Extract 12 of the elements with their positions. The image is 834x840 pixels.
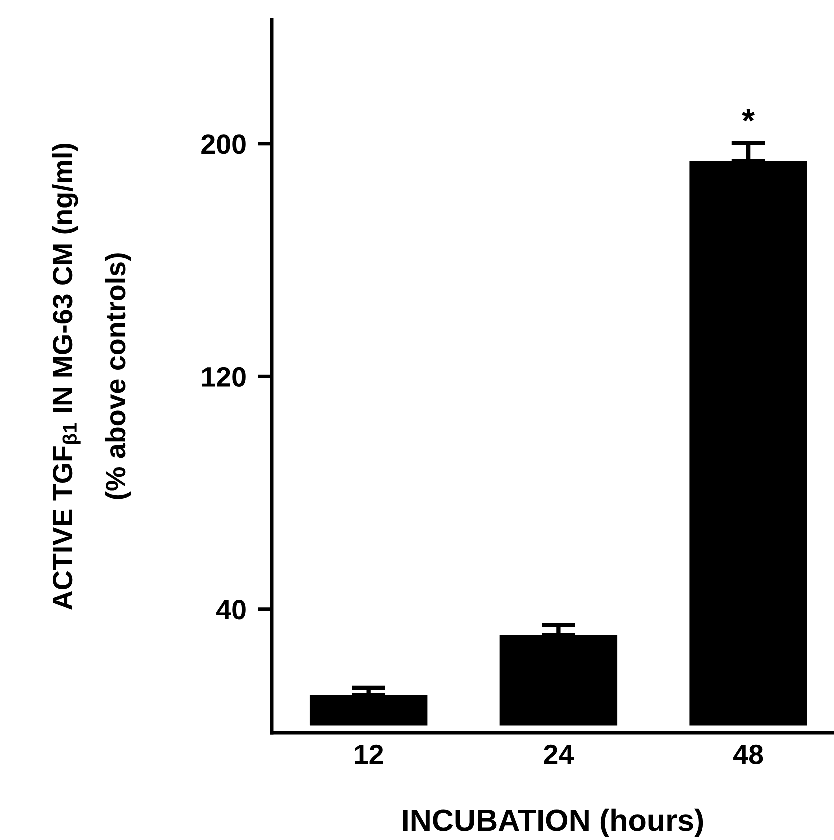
x-tick-label: 12: [355, 744, 384, 764]
bar: [310, 695, 428, 726]
y-tick-label: 40: [216, 600, 246, 620]
y-axis-title: ACTIVE TGF$_{β1}$ IN MG-63 CM (ng/ml) (% above controls): [52, 144, 132, 610]
annotation: *: [742, 109, 756, 122]
x-tick-label: 48: [734, 744, 764, 765]
y-tick-label: 120: [202, 367, 246, 387]
bar: [500, 636, 618, 726]
y-tick-label: 200: [202, 134, 246, 154]
x-tick-label: 24: [544, 744, 574, 764]
bar: [690, 161, 808, 726]
x-axis-title: INCUBATION (hours): [403, 808, 704, 838]
